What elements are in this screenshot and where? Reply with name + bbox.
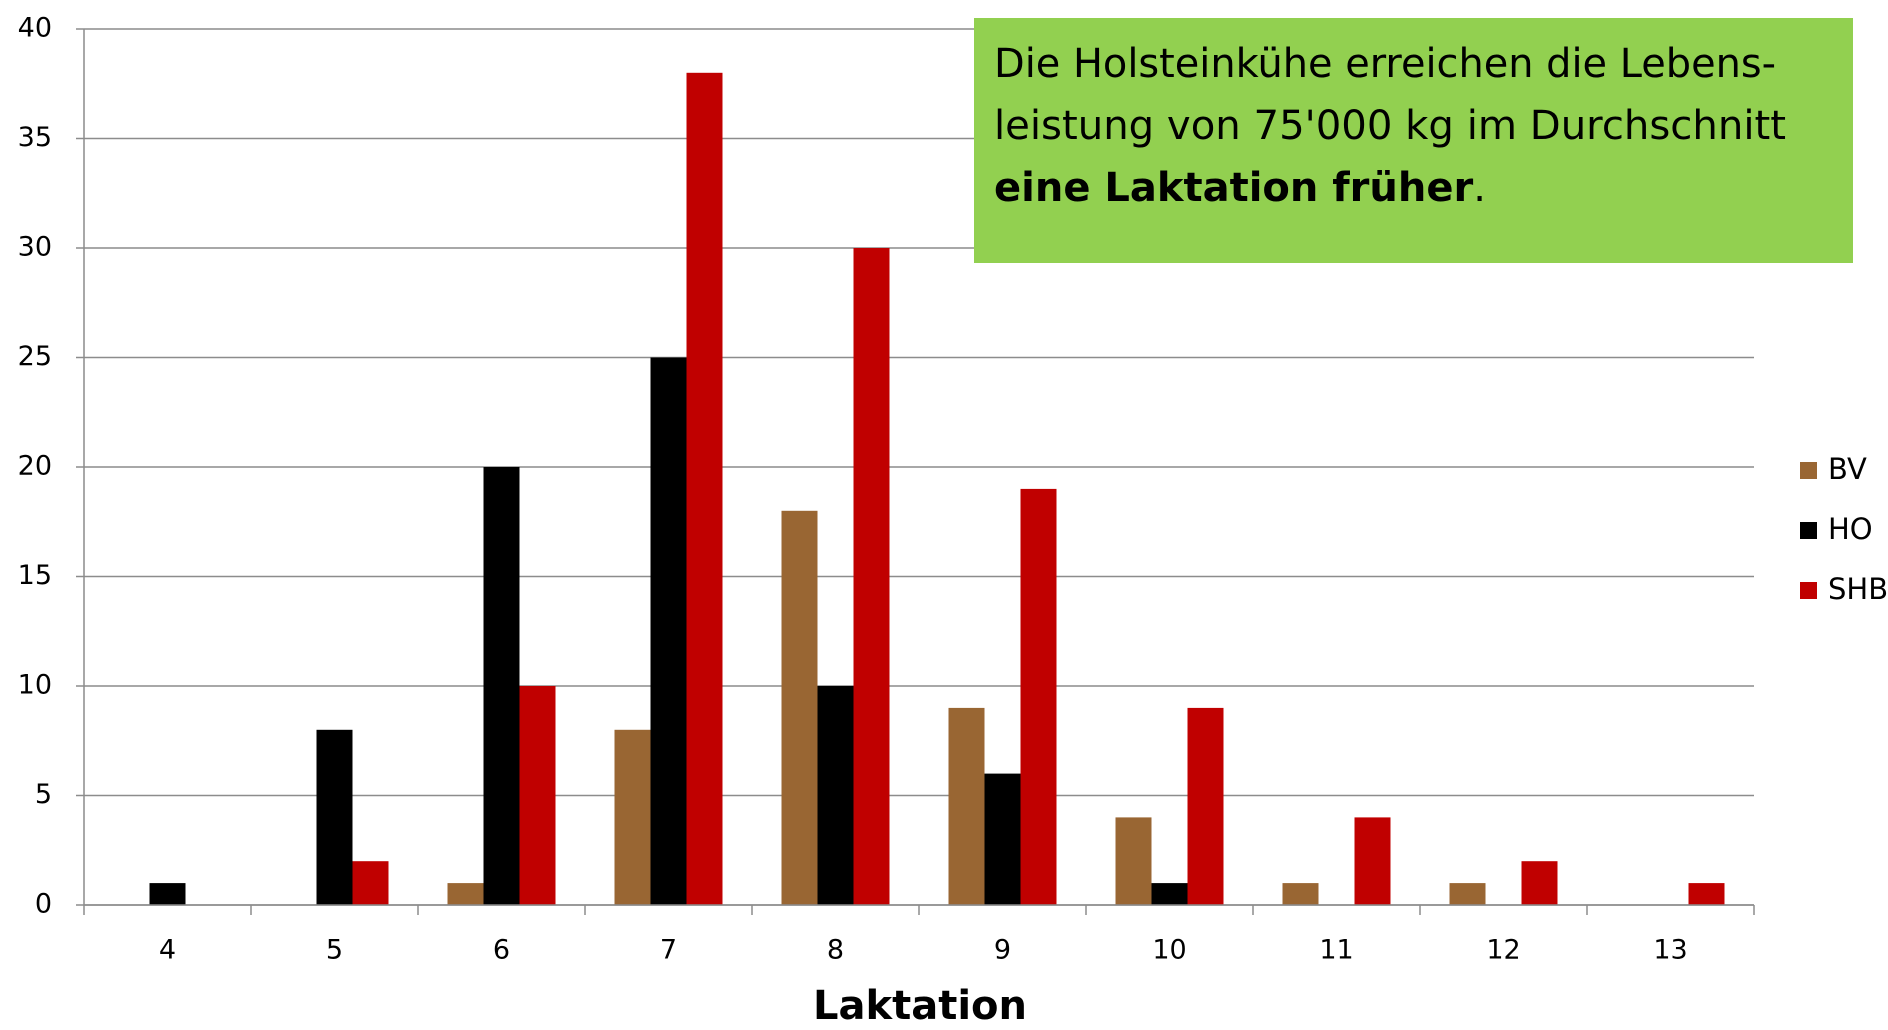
annotation-line: Die Holsteinkühe erreichen die Lebens- (994, 41, 1776, 87)
legend-label: HO (1828, 512, 1873, 546)
bar (352, 861, 389, 905)
annotation-line: leistung von 75'000 kg im Durchschnitt (994, 103, 1786, 149)
bar (1354, 817, 1391, 905)
bar (1115, 817, 1152, 905)
bar (1521, 861, 1558, 905)
x-tick-label: 9 (994, 935, 1011, 966)
bar (1151, 883, 1188, 905)
y-tick-label: 5 (35, 779, 52, 810)
y-tick-label: 40 (18, 13, 52, 44)
x-tick-label: 11 (1319, 935, 1353, 966)
annotation-end: . (1473, 165, 1486, 211)
bar (1187, 707, 1224, 905)
bar (1449, 883, 1486, 905)
bar (1020, 488, 1057, 905)
x-tick-label: 8 (827, 935, 844, 966)
y-tick-label: 0 (35, 889, 52, 920)
x-tick-label: 4 (159, 935, 176, 966)
annotation-bold: eine Laktation früher (994, 165, 1473, 211)
legend-label: SHB (1828, 572, 1888, 606)
legend-swatch (1800, 582, 1817, 599)
annotation-box (974, 18, 1853, 263)
bar (519, 686, 556, 905)
bar (614, 729, 651, 905)
y-tick-label: 15 (18, 560, 52, 591)
x-axis-title: Laktation (813, 983, 1027, 1029)
bar (650, 357, 687, 905)
bar (984, 773, 1021, 905)
y-tick-label: 10 (18, 670, 52, 701)
x-tick-label: 10 (1152, 935, 1186, 966)
bar (316, 729, 353, 905)
bar (853, 248, 890, 905)
x-tick-label: 12 (1486, 935, 1520, 966)
x-tick-label: 13 (1653, 935, 1687, 966)
y-tick-label: 20 (18, 451, 52, 482)
bar (149, 883, 186, 905)
legend-swatch (1800, 522, 1817, 539)
legend-label: BV (1828, 452, 1867, 486)
bar (447, 883, 484, 905)
y-tick-label: 25 (18, 341, 52, 372)
bar (817, 686, 854, 905)
bar (686, 72, 723, 906)
bar (1282, 883, 1319, 905)
bar (781, 510, 818, 905)
annotation-line: eine Laktation früher. (994, 165, 1486, 211)
x-tick-label: 6 (493, 935, 510, 966)
y-tick-label: 30 (18, 232, 52, 263)
bar (1688, 883, 1725, 905)
bar (483, 467, 520, 905)
x-tick-label: 5 (326, 935, 343, 966)
legend-swatch (1800, 462, 1817, 479)
y-tick-label: 35 (18, 122, 52, 153)
bar (948, 707, 985, 905)
x-tick-label: 7 (660, 935, 677, 966)
